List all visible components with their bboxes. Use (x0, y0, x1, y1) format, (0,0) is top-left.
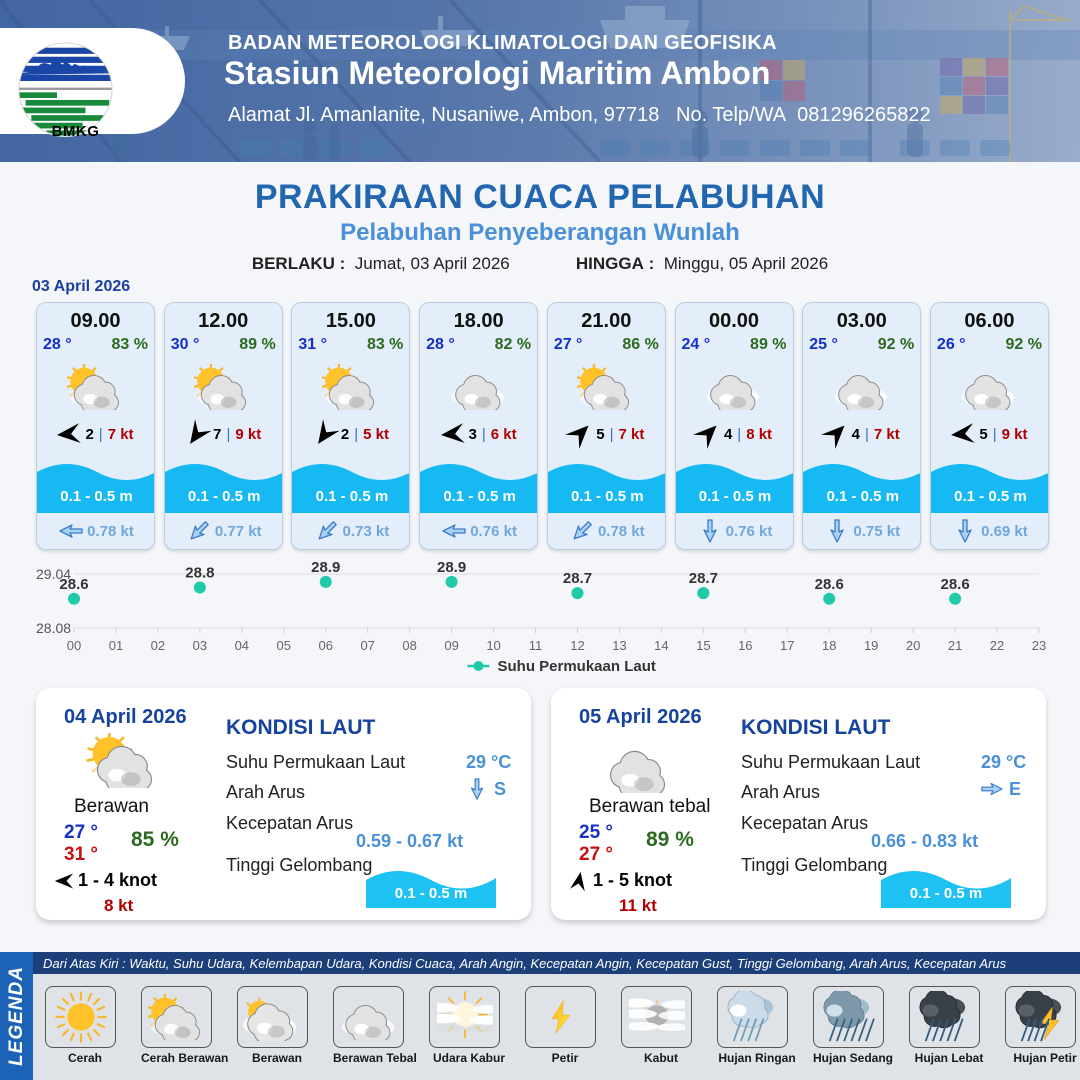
svg-text:14: 14 (654, 638, 668, 653)
svg-text:28.7: 28.7 (563, 570, 592, 587)
svg-text:17: 17 (780, 638, 794, 653)
svg-text:28.9: 28.9 (311, 560, 340, 576)
svg-text:07: 07 (360, 638, 374, 653)
svg-text:28.6: 28.6 (815, 576, 844, 593)
svg-text:23: 23 (1032, 638, 1046, 653)
svg-text:19: 19 (864, 638, 878, 653)
svg-text:10: 10 (486, 638, 500, 653)
svg-text:28.9: 28.9 (437, 560, 466, 576)
svg-text:06: 06 (319, 638, 333, 653)
svg-text:22: 22 (990, 638, 1004, 653)
svg-text:00: 00 (67, 638, 81, 653)
svg-text:28.6: 28.6 (59, 576, 88, 593)
svg-text:09: 09 (444, 638, 458, 653)
svg-text:01: 01 (109, 638, 123, 653)
svg-text:Suhu Permukaan Laut: Suhu Permukaan Laut (498, 658, 656, 675)
svg-text:05: 05 (277, 638, 291, 653)
svg-text:04: 04 (235, 638, 249, 653)
svg-text:11: 11 (529, 638, 543, 653)
svg-text:12: 12 (570, 638, 584, 653)
svg-text:28.08: 28.08 (36, 620, 71, 636)
svg-text:28.8: 28.8 (185, 565, 214, 582)
svg-text:18: 18 (822, 638, 836, 653)
svg-text:08: 08 (402, 638, 416, 653)
svg-text:15: 15 (696, 638, 710, 653)
svg-text:03: 03 (193, 638, 207, 653)
svg-text:28.6: 28.6 (940, 576, 969, 593)
svg-text:20: 20 (906, 638, 920, 653)
svg-text:02: 02 (151, 638, 165, 653)
svg-text:28.7: 28.7 (689, 570, 718, 587)
svg-text:21: 21 (948, 638, 962, 653)
svg-text:16: 16 (738, 638, 752, 653)
svg-text:13: 13 (612, 638, 626, 653)
